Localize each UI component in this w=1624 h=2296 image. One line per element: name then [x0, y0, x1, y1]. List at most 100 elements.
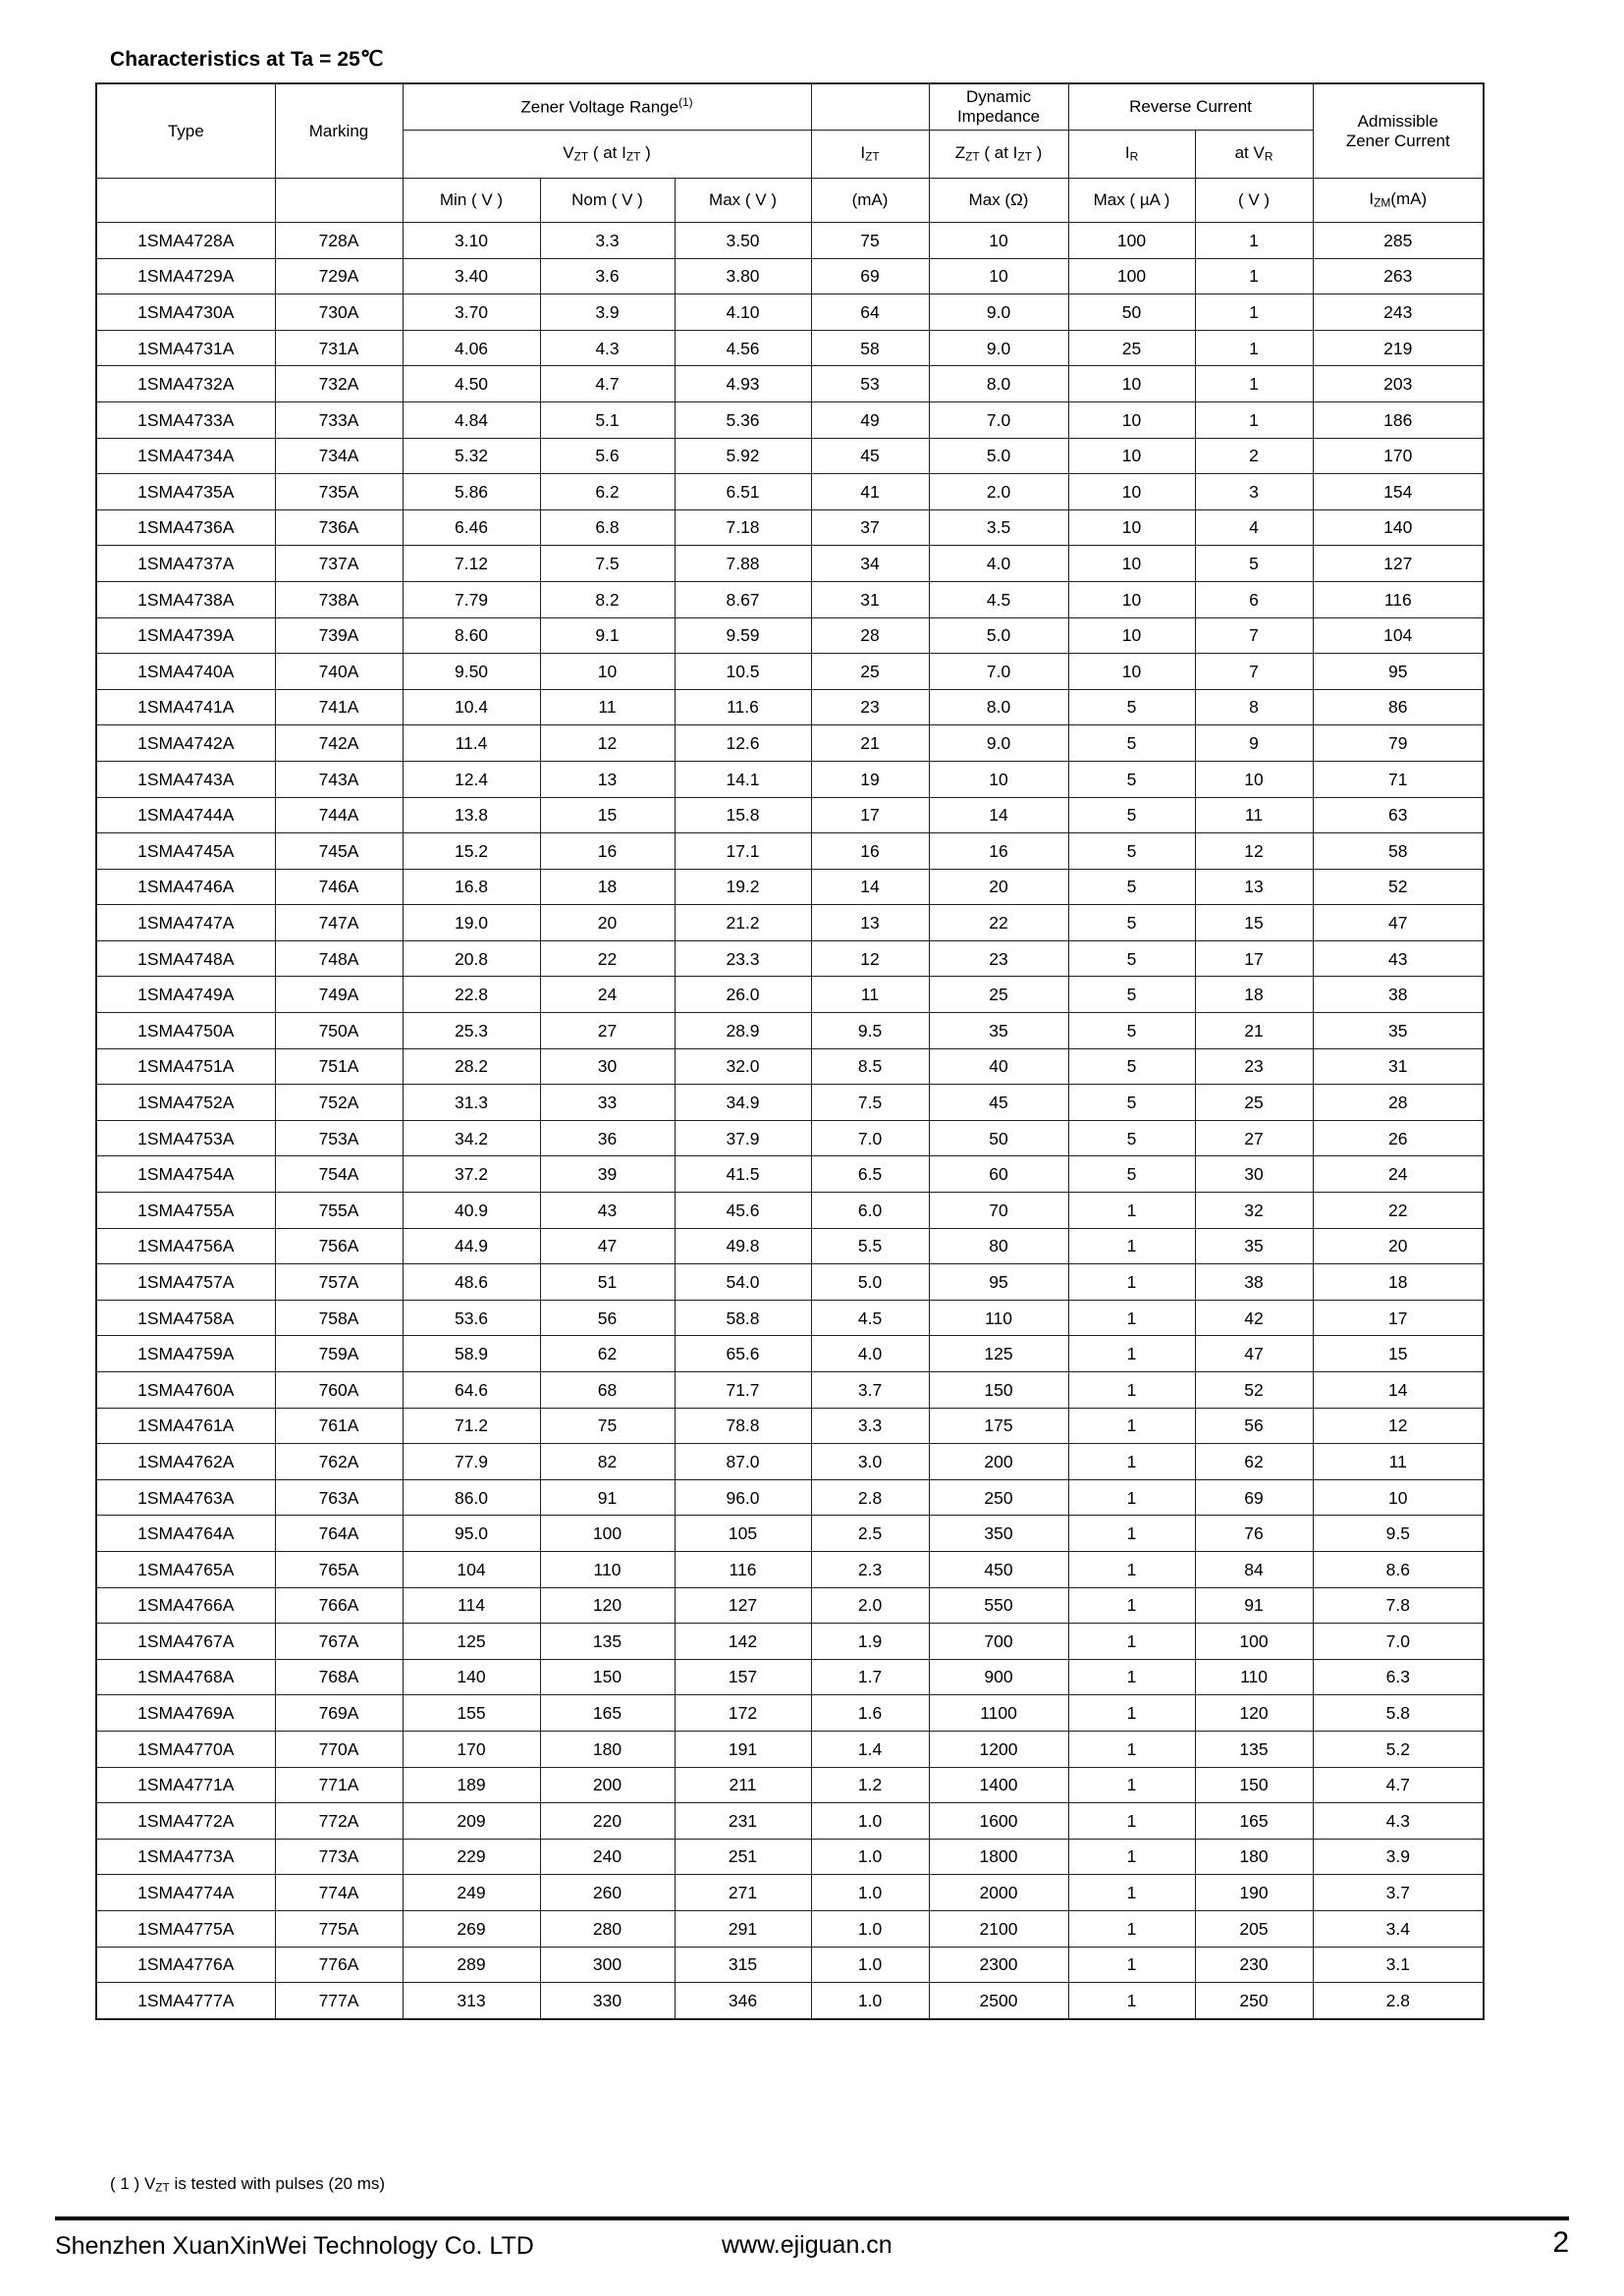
cell-type: 1SMA4768A [95, 1658, 276, 1696]
cell-izt: 17 [810, 796, 930, 834]
cell-izt: 2.8 [810, 1478, 930, 1517]
cell-vzt-max: 9.59 [674, 616, 812, 655]
cell-vr: 250 [1194, 1982, 1314, 2020]
cell-ir-max: 1 [1067, 1909, 1196, 1948]
cell-vzt-max: 251 [674, 1838, 812, 1876]
cell-vzt-nom: 200 [539, 1766, 676, 1804]
cell-type: 1SMA4747A [95, 904, 276, 941]
cell-vzt-nom: 120 [539, 1586, 676, 1625]
cell-izt: 6.0 [810, 1192, 930, 1229]
cell-izt: 75 [810, 222, 930, 259]
cell-izm: 3.4 [1312, 1909, 1486, 1948]
cell-izt: 4.5 [810, 1299, 930, 1337]
cell-ir-max: 5 [1067, 724, 1196, 762]
cell-type: 1SMA4770A [95, 1730, 276, 1768]
cell-type: 1SMA4730A [95, 294, 276, 331]
cell-vzt-nom: 10 [539, 653, 676, 690]
cell-izm: 14 [1312, 1371, 1486, 1409]
cell-ir-max: 1 [1067, 1299, 1196, 1337]
cell-ir-max: 25 [1067, 329, 1196, 367]
cell-vzt-min: 4.84 [402, 400, 541, 439]
cell-zzt-max: 2000 [928, 1874, 1069, 1911]
cell-type: 1SMA4741A [95, 688, 276, 726]
cell-vzt-max: 19.2 [674, 868, 812, 906]
izm-unit: (mA) [1390, 189, 1428, 209]
cell-vzt-max: 58.8 [674, 1299, 812, 1337]
cell-marking: 749A [274, 976, 404, 1014]
cell-zzt-max: 550 [928, 1586, 1069, 1625]
cell-marking: 745A [274, 832, 404, 870]
cell-izm: 18 [1312, 1263, 1486, 1301]
cell-type: 1SMA4749A [95, 976, 276, 1014]
izm-i: I [1369, 189, 1375, 209]
table-row: 1SMA4742A 742A 11.4 12 12.6 21 9.0 5 9 79 [95, 724, 1486, 762]
cell-zzt-max: 9.0 [928, 724, 1069, 762]
cell-izt: 34 [810, 545, 930, 582]
cell-ir-max: 1 [1067, 1515, 1196, 1552]
cell-vr: 13 [1194, 868, 1314, 906]
table-row: 1SMA4744A 744A 13.8 15 15.8 17 14 5 11 63 [95, 796, 1486, 834]
cell-zzt-max: 1400 [928, 1766, 1069, 1804]
cell-vzt-max: 271 [674, 1874, 812, 1911]
cell-ir-max: 1 [1067, 1227, 1196, 1265]
cell-ir-max: 1 [1067, 1192, 1196, 1229]
cell-marking: 769A [274, 1694, 404, 1732]
cell-izt: 7.5 [810, 1084, 930, 1121]
cell-marking: 735A [274, 473, 404, 510]
header-unit-izt-ma: (mA) [810, 178, 930, 223]
table-row: 1SMA4766A 766A 114 120 127 2.0 550 1 91 7.8 [95, 1586, 1486, 1625]
cell-vzt-min: 313 [402, 1982, 541, 2020]
cell-type: 1SMA4731A [95, 329, 276, 367]
cell-vzt-max: 105 [674, 1515, 812, 1552]
cell-izt: 9.5 [810, 1012, 930, 1049]
table-row: 1SMA4760A 760A 64.6 68 71.7 3.7 150 1 52 14 [95, 1371, 1486, 1409]
cell-ir-max: 5 [1067, 1084, 1196, 1121]
cell-marking: 757A [274, 1263, 404, 1301]
cell-izm: 4.7 [1312, 1766, 1486, 1804]
cell-vzt-nom: 68 [539, 1371, 676, 1409]
cell-zzt-max: 40 [928, 1047, 1069, 1086]
cell-vzt-nom: 135 [539, 1623, 676, 1660]
cell-vzt-nom: 3.6 [539, 257, 676, 295]
izm-sub: ZM [1374, 195, 1391, 210]
cell-vzt-min: 6.46 [402, 508, 541, 547]
cell-izm: 28 [1312, 1084, 1486, 1121]
cell-vzt-max: 12.6 [674, 724, 812, 762]
cell-vzt-nom: 56 [539, 1299, 676, 1337]
cell-zzt-max: 60 [928, 1155, 1069, 1194]
cell-izm: 8.6 [1312, 1550, 1486, 1588]
cell-izm: 5.2 [1312, 1730, 1486, 1768]
cell-vzt-min: 114 [402, 1586, 541, 1625]
cell-vr: 4 [1194, 508, 1314, 547]
cell-ir-max: 10 [1067, 365, 1196, 402]
cell-vzt-max: 157 [674, 1658, 812, 1696]
cell-vr: 100 [1194, 1623, 1314, 1660]
cell-vzt-max: 116 [674, 1550, 812, 1588]
cell-vzt-nom: 180 [539, 1730, 676, 1768]
cell-vzt-min: 7.79 [402, 580, 541, 618]
cell-vzt-max: 87.0 [674, 1443, 812, 1480]
cell-vzt-min: 249 [402, 1874, 541, 1911]
cell-vzt-min: 77.9 [402, 1443, 541, 1480]
cell-izm: 154 [1312, 473, 1486, 510]
cell-marking: 763A [274, 1478, 404, 1517]
cell-vzt-min: 34.2 [402, 1119, 541, 1157]
cell-izt: 25 [810, 653, 930, 690]
table-row: 1SMA4738A 738A 7.79 8.2 8.67 31 4.5 10 6 116 [95, 580, 1486, 618]
cell-vr: 1 [1194, 400, 1314, 439]
cell-ir-max: 1 [1067, 1623, 1196, 1660]
cell-marking: 752A [274, 1084, 404, 1121]
cell-zzt-max: 5.0 [928, 616, 1069, 655]
cell-vr: 1 [1194, 329, 1314, 367]
cell-izt: 23 [810, 688, 930, 726]
table-row: 1SMA4764A 764A 95.0 100 105 2.5 350 1 76 9.5 [95, 1515, 1486, 1552]
cell-vzt-max: 71.7 [674, 1371, 812, 1409]
cell-ir-max: 10 [1067, 473, 1196, 510]
table-row: 1SMA4756A 756A 44.9 47 49.8 5.5 80 1 35 20 [95, 1227, 1486, 1265]
cell-zzt-max: 95 [928, 1263, 1069, 1301]
cell-ir-max: 50 [1067, 294, 1196, 331]
zzt-close: ) [1031, 143, 1043, 163]
cell-ir-max: 10 [1067, 437, 1196, 475]
cell-marking: 736A [274, 508, 404, 547]
